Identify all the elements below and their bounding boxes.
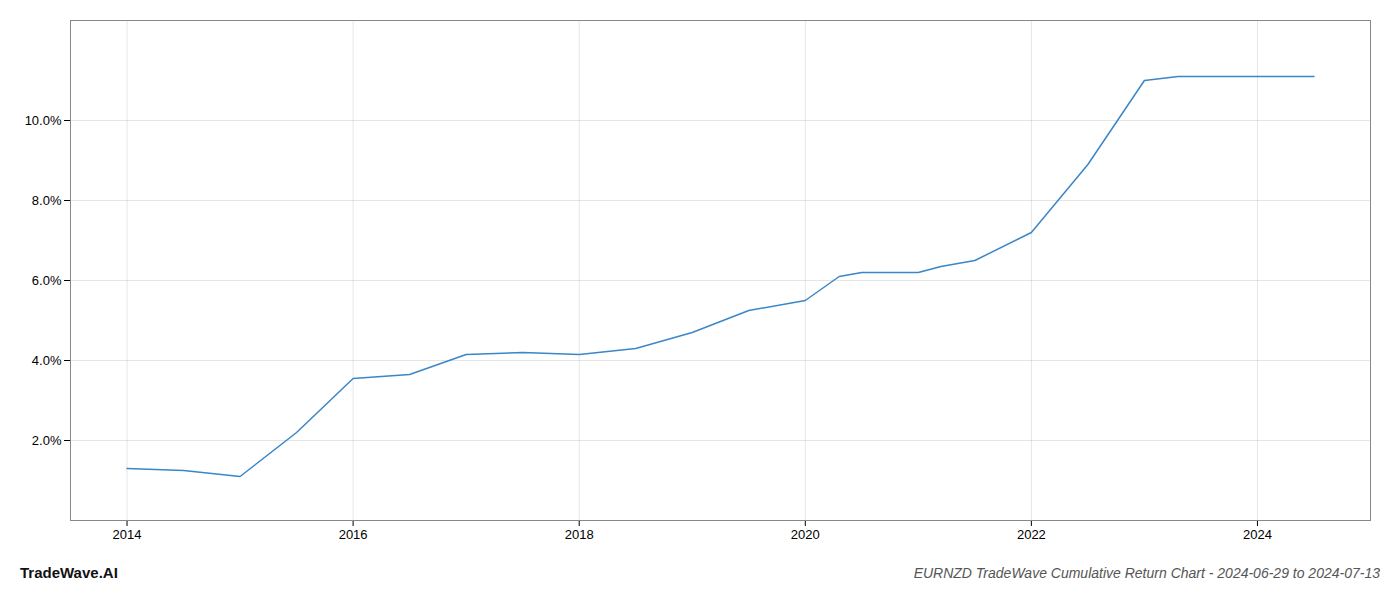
svg-text:2018: 2018 (565, 527, 594, 542)
svg-text:2022: 2022 (1017, 527, 1046, 542)
svg-text:2020: 2020 (791, 527, 820, 542)
svg-text:10.0%: 10.0% (25, 113, 62, 128)
svg-text:8.0%: 8.0% (32, 193, 62, 208)
svg-text:2.0%: 2.0% (32, 433, 62, 448)
html-text:TradeWave.AI: TradeWave.AI (20, 564, 118, 581)
svg-text:2024: 2024 (1243, 527, 1272, 542)
svg-text:2016: 2016 (339, 527, 368, 542)
svg-text:4.0%: 4.0% (32, 353, 62, 368)
svg-text:6.0%: 6.0% (32, 273, 62, 288)
html-text:EURNZD TradeWave Cumulative Re: EURNZD TradeWave Cumulative Return Chart… (913, 565, 1380, 581)
svg-text:2014: 2014 (113, 527, 142, 542)
